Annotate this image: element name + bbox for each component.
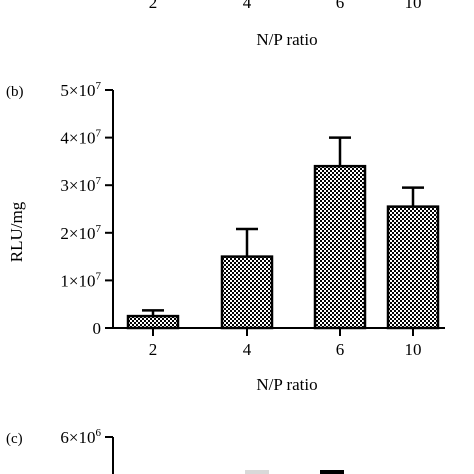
panel-b-x-tick-label: 6: [336, 340, 345, 359]
panel-a-x-axis-label: N/P ratio: [256, 30, 317, 49]
panel-a-x-tick-labels: 2 4 6 10: [149, 0, 422, 12]
panel-b-error-bar: [329, 136, 351, 167]
panel-b-x-axis-label: N/P ratio: [256, 375, 317, 394]
panel-b-error-bar: [236, 227, 258, 257]
panel-c-bar-partial-light: [245, 470, 269, 474]
panel-b-bars: [126, 164, 440, 330]
panel-b-y-tick-label: 1×107: [60, 270, 101, 290]
panel-a-x-tick-label: 6: [336, 0, 345, 12]
panel-a-x-tick-label: 2: [149, 0, 158, 12]
panel-b-bar: [126, 314, 180, 330]
panel-b-error-bar: [402, 186, 424, 207]
panel-b-x-tick-label: 2: [149, 340, 158, 359]
panel-b-x-ticks: 2 4 6 10: [149, 328, 422, 359]
panel-b-y-tick-label: 3×107: [60, 175, 101, 195]
panel-b-error-bar: [142, 309, 164, 317]
panel-c: (c) 6×106: [6, 427, 344, 474]
panel-a-x-tick-label: 10: [405, 0, 422, 12]
panel-b-y-ticks: 0 1×107 2×107 3×107 4×107 5×107: [60, 80, 113, 338]
panel-b-y-tick-label: 5×107: [60, 80, 101, 100]
panel-b-bar: [313, 164, 367, 330]
panel-a-x-tick-label: 4: [243, 0, 252, 12]
panel-c-y-tick-label: 6×106: [60, 427, 101, 447]
panel-b-bar: [220, 255, 274, 330]
panel-b: (b) 0 1×107 2×107 3×107 4×107 5×107 2 4 6 10 RLU…: [6, 80, 445, 394]
panel-b-y-axis-label: RLU/mg: [7, 201, 26, 262]
panel-c-label: (c): [6, 431, 23, 447]
panel-c-y-ticks: 6×106: [60, 427, 113, 447]
panel-b-y-tick-label: 0: [93, 319, 102, 338]
panel-b-y-tick-label: 2×107: [60, 223, 101, 243]
panel-b-label: (b): [6, 84, 24, 100]
panel-b-bar: [386, 205, 440, 330]
panel-c-bar-partial-dark: [320, 470, 344, 474]
panel-b-y-tick-label: 4×107: [60, 128, 101, 148]
panel-a: 2 4 6 10 N/P ratio: [149, 0, 422, 49]
panel-b-error-bars: [142, 136, 424, 317]
panel-b-x-tick-label: 4: [243, 340, 252, 359]
panel-b-x-tick-label: 10: [405, 340, 422, 359]
